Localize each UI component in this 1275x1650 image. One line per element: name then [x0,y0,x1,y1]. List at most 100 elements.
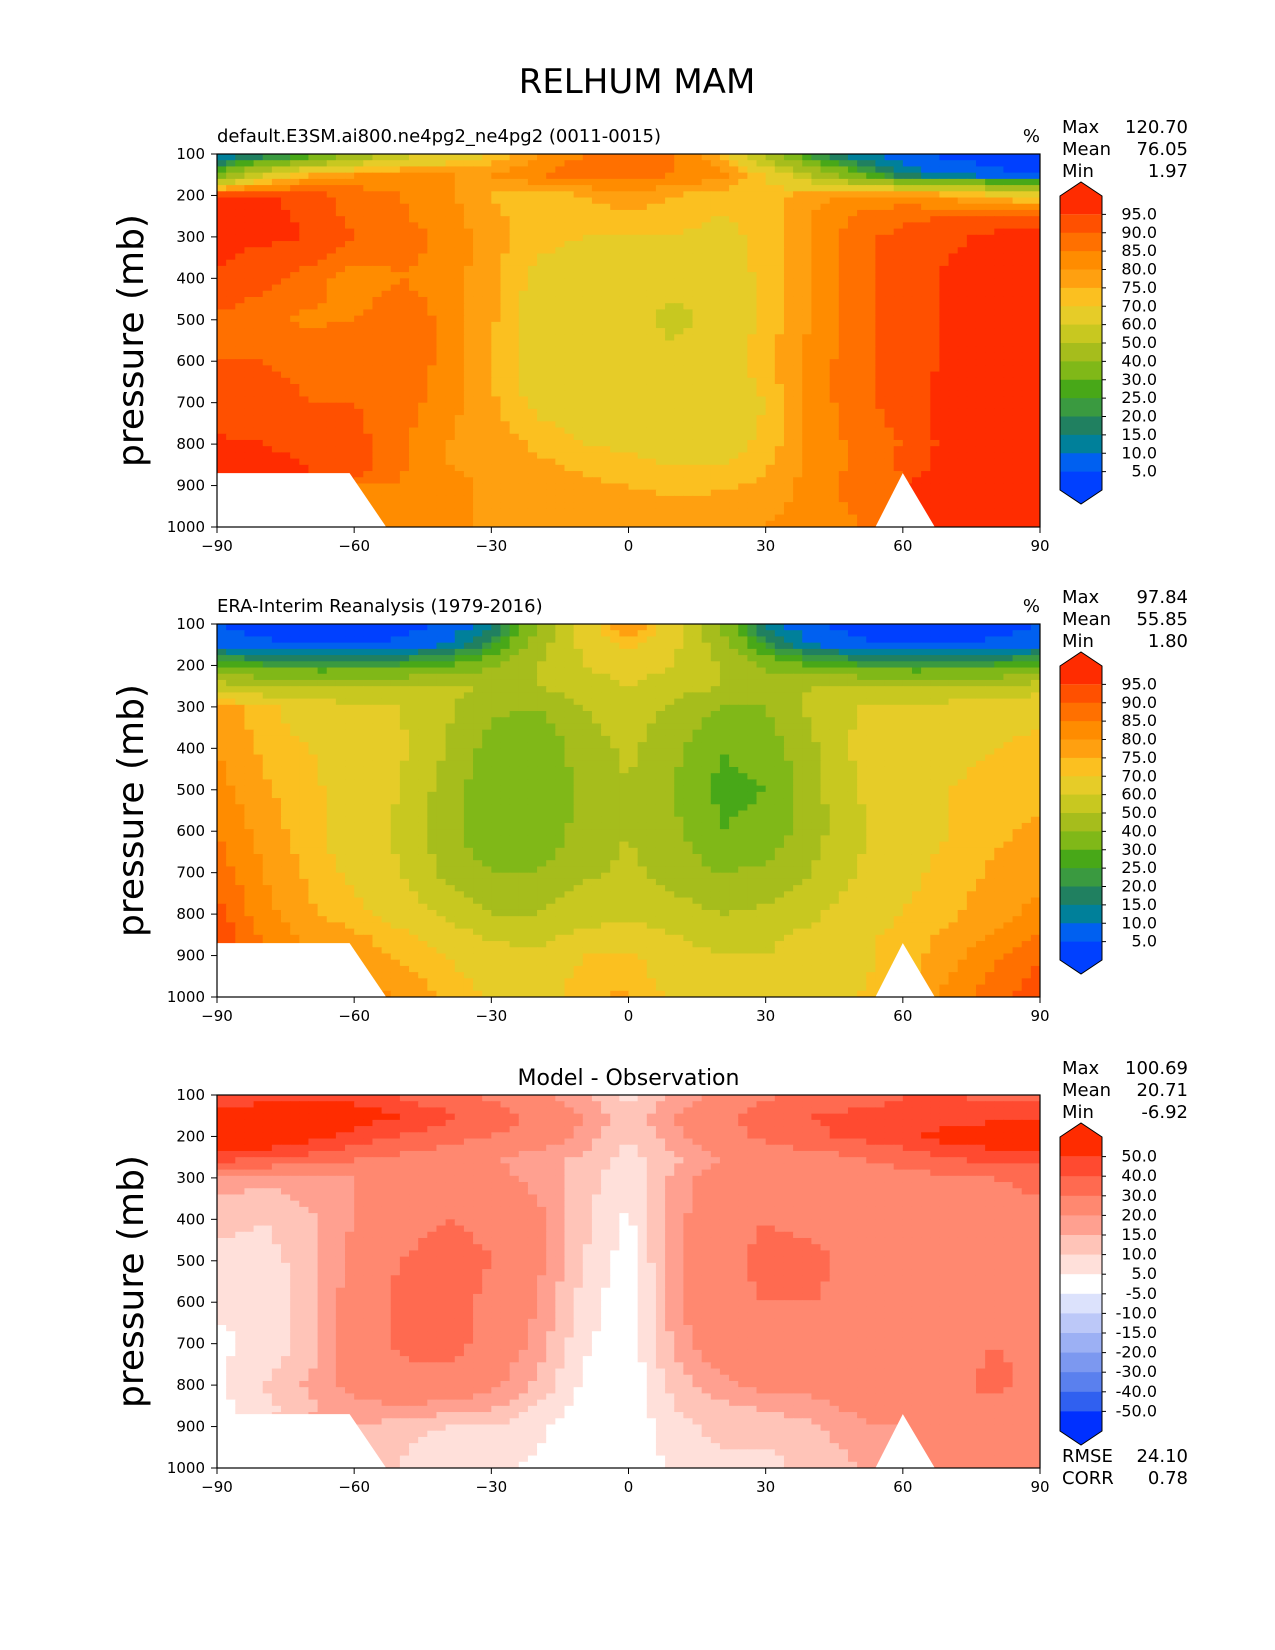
contour-cell [436,272,447,279]
contour-cell [729,427,739,435]
contour-cell [692,315,703,323]
contour-cell [537,315,547,323]
contour-cell [975,154,986,161]
contour-cell [1030,290,1040,298]
contour-cell [1021,371,1032,379]
contour-cell [454,439,465,447]
contour-cell [975,234,986,242]
contour-cell [271,328,282,335]
contour-cell [482,278,492,286]
contour-cell [765,284,776,292]
contour-cell [345,253,355,261]
contour-cell [591,203,602,211]
contour-cell [674,458,684,466]
contour-cell [1030,328,1040,335]
contour-cell [655,172,666,180]
contour-cell [719,489,730,497]
contour-cell [966,359,977,366]
contour-cell [226,209,236,217]
contour-cell [399,359,410,366]
contour-cell [573,253,584,261]
contour-cell [591,290,602,298]
contour-cell [372,489,383,497]
contour-cell [390,483,401,491]
contour-cell [308,272,319,279]
contour-cell [290,154,300,161]
contour-cell [555,415,566,422]
contour-cell [857,390,867,398]
contour-cell [756,328,767,335]
contour-cell [838,464,849,472]
contour-cell [875,228,886,236]
contour-cell [820,160,831,168]
contour-cell [491,247,502,255]
contour-cell [463,309,474,317]
contour-cell [290,253,300,261]
contour-cell [719,309,730,317]
contour-cell [747,464,758,472]
contour-cell [463,340,474,348]
contour-cell [482,241,492,248]
contour-cell [875,328,886,335]
contour-cell [482,471,492,478]
contour-cell [582,290,593,298]
contour-cell [838,377,849,385]
contour-cell [847,489,858,497]
contour-cell [363,328,374,335]
contour-cell [463,216,474,223]
contour-cell [911,209,922,217]
contour-cell [820,222,831,230]
contour-cell [975,166,986,174]
contour-cell [546,234,556,242]
contour-cell [729,408,739,416]
contour-cell [482,272,492,279]
contour-cell [345,458,355,466]
contour-cell [628,296,639,304]
contour-cell [756,439,767,447]
contour-cell [381,471,392,478]
contour-cell [564,272,575,279]
contour-cell [409,259,419,267]
contour-cell [372,495,383,503]
contour-cell [427,359,438,366]
contour-cell [253,433,264,441]
contour-cell [783,228,794,236]
contour-cell [518,384,529,391]
contour-cell [299,384,310,391]
contour-cell [390,278,401,286]
contour-cell [985,340,995,348]
contour-cell [610,402,620,410]
contour-cell [390,197,401,205]
contour-cell [719,197,730,205]
contour-cell [335,359,346,366]
contour-cell [281,303,291,311]
contour-cell [509,253,520,261]
contour-cell [783,396,794,404]
contour-cell [610,191,620,199]
contour-cell [308,191,319,199]
contour-cell [409,278,419,286]
contour-cell [893,191,904,199]
contour-cell [253,359,264,366]
contour-cell [372,228,383,236]
contour-cell [692,346,703,354]
contour-cell [628,439,639,447]
contour-cell [527,396,538,404]
contour-cell [509,352,520,360]
contour-cell [783,309,794,317]
contour-cell [281,178,291,186]
contour-cell [692,340,703,348]
contour-cell [811,278,822,286]
contour-cell [573,284,584,292]
contour-cell [637,334,648,342]
contour-cell [454,321,465,329]
contour-cell [235,247,246,255]
contour-cell [582,303,593,311]
contour-cell [729,346,739,354]
contour-cell [710,178,721,186]
contour-cell [701,377,712,385]
contour-cell [857,452,867,460]
contour-cell [820,309,831,317]
contour-cell [454,359,465,366]
contour-cell [591,166,602,174]
